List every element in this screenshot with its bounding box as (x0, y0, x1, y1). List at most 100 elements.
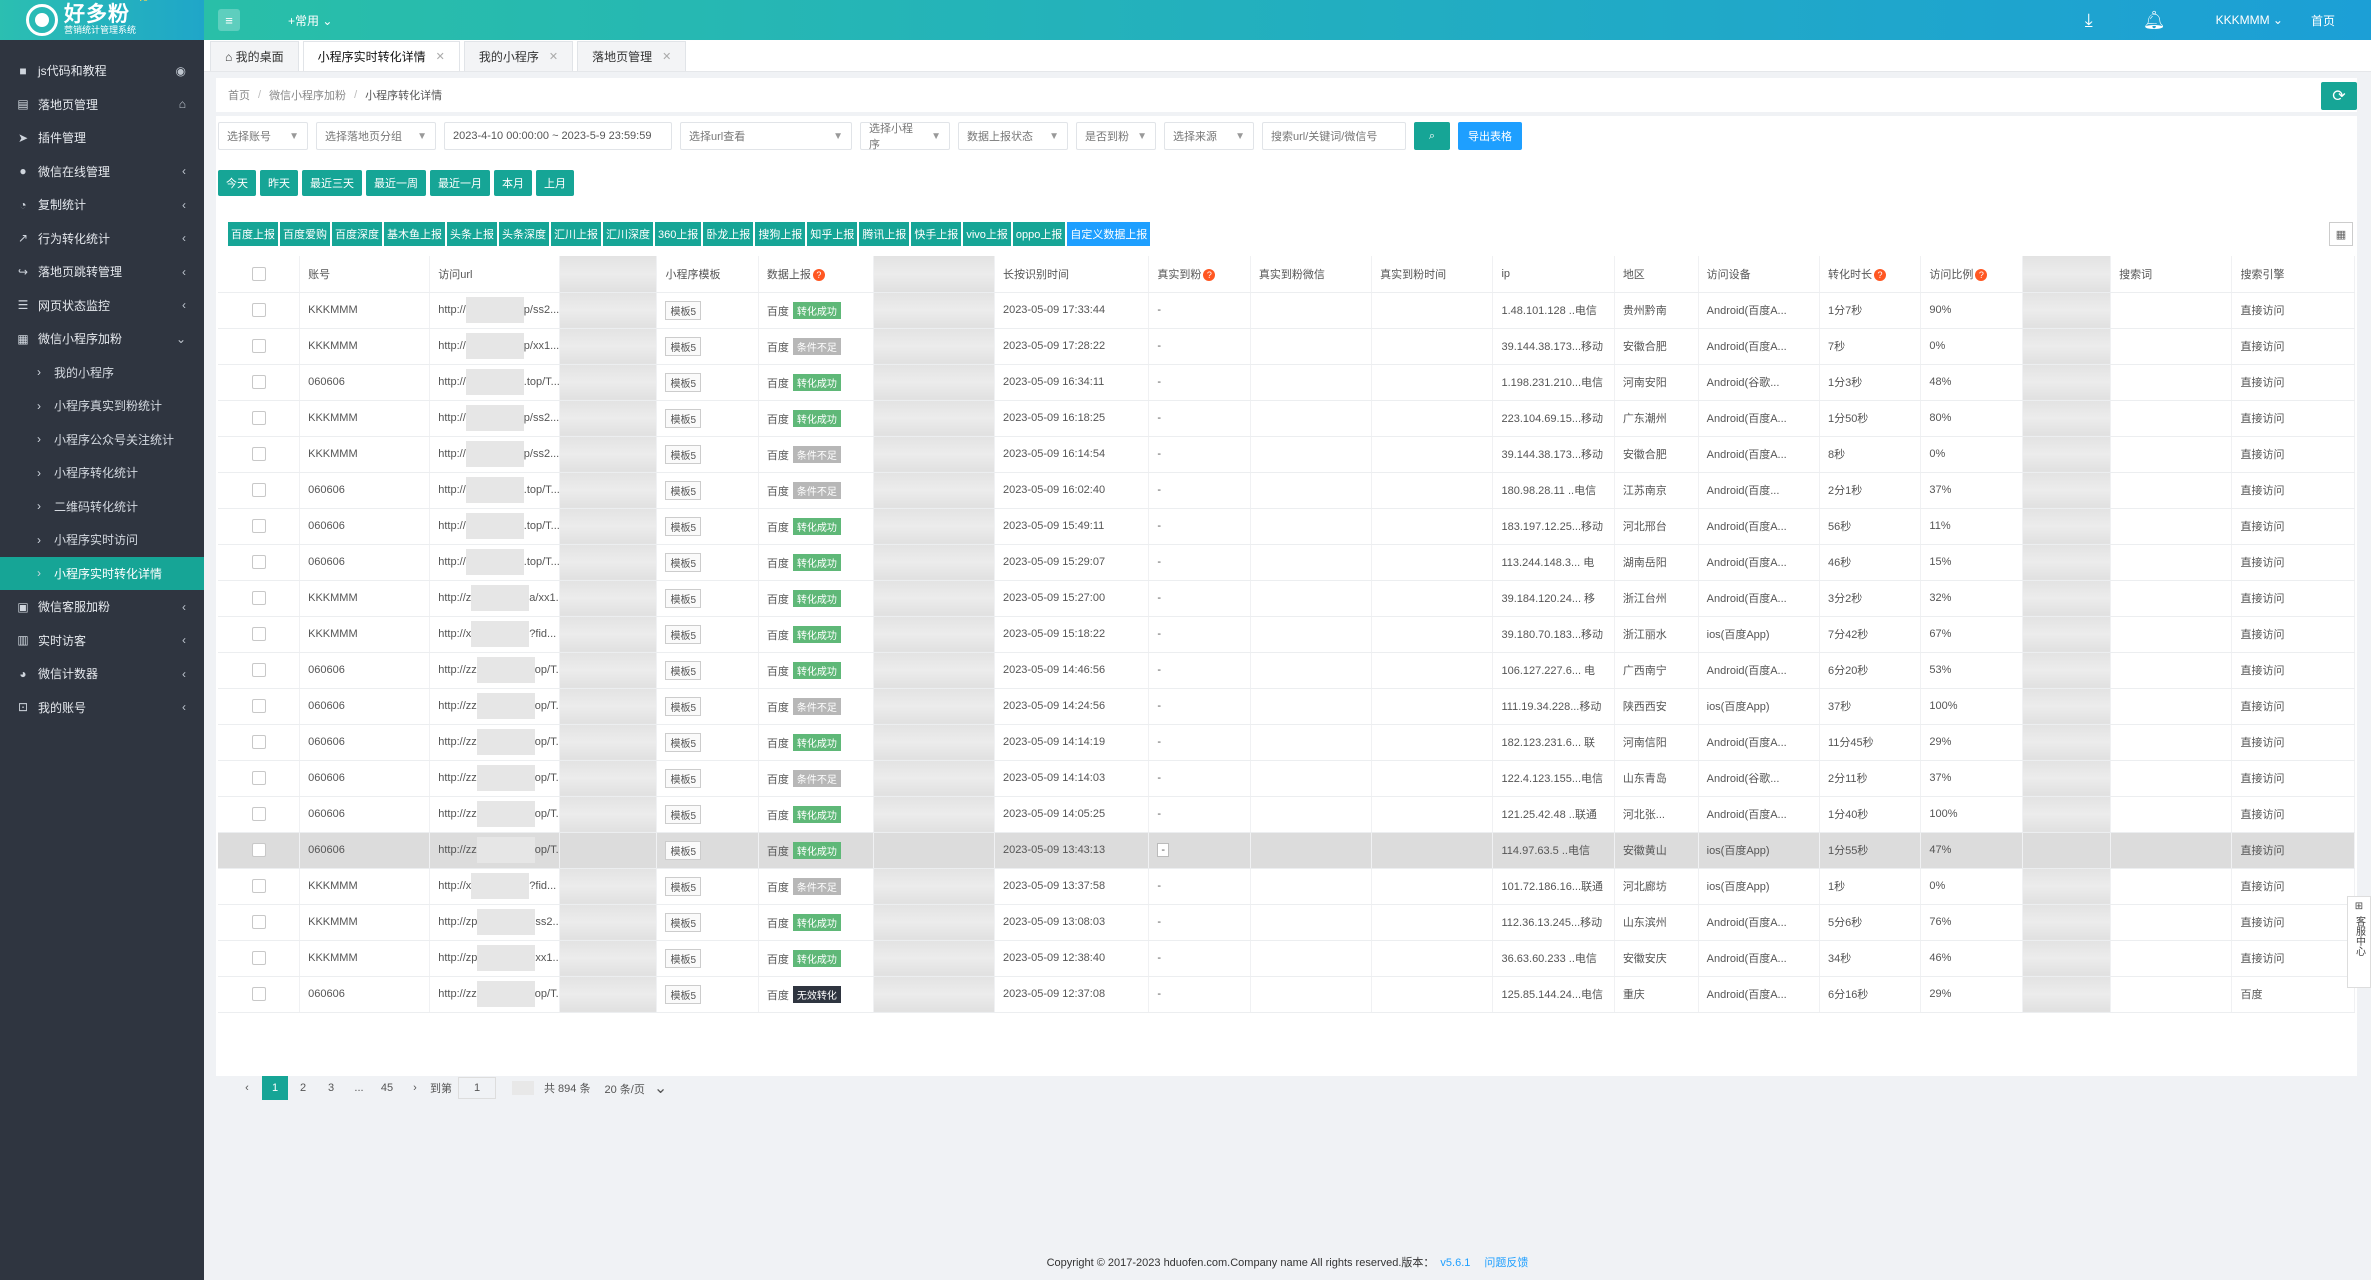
row-checkbox[interactable] (251, 375, 266, 389)
date-this-month-button[interactable]: 本月 (494, 170, 532, 196)
cell-url[interactable]: http://zz op/T... (429, 796, 561, 833)
col-header[interactable]: 长按识别时间 (994, 256, 1150, 293)
cell-url[interactable]: http://zp ss2... (429, 904, 561, 941)
col-header[interactable]: 访问url (429, 256, 561, 293)
cell-url[interactable]: http://zz op/T... (429, 832, 561, 869)
row-checkbox[interactable] (251, 987, 266, 1001)
report-button[interactable]: 头条上报 (447, 222, 497, 246)
report-status-select[interactable]: 数据上报状态 ▼ (958, 122, 1068, 150)
help-icon[interactable]: ? (812, 268, 825, 281)
date-last-month-button[interactable]: 上月 (536, 170, 574, 196)
sidebar-item-kefu[interactable]: ▣ 微信客服加粉 ‹ (17, 599, 186, 615)
cell-url[interactable]: http://zz op/T... (429, 724, 561, 761)
cell-url[interactable]: http://x ?fid... (429, 868, 561, 905)
row-checkbox[interactable] (251, 411, 266, 425)
table-row[interactable]: KKKMMM http:// p/ss2... 模板5 百度 条件不足 2023-05-09… (218, 436, 2355, 473)
is-fan-select[interactable]: 是否到粉 ▼ (1076, 122, 1156, 150)
row-checkbox[interactable] (251, 843, 266, 857)
col-header[interactable]: 数据上报? (758, 256, 874, 293)
close-icon[interactable]: ✕ (662, 51, 672, 63)
cell-url[interactable]: http:// .top/T... (429, 544, 561, 581)
sidebar-item-copy-stats[interactable]: ◔ 复制统计 ‹ (0, 188, 204, 222)
sidebar-item-wechat-online[interactable]: ● 微信在线管理 ‹ (0, 155, 204, 189)
row-checkbox[interactable] (251, 699, 266, 713)
table-row[interactable]: KKKMMM http://zp ss2... 模板5 百度 转化成功 2023-05-09… (218, 904, 2355, 941)
cell-url[interactable]: http://zz op/T... (429, 976, 561, 1013)
row-checkbox[interactable] (251, 663, 266, 677)
row-checkbox[interactable] (251, 303, 266, 317)
custom-report-button[interactable]: 自定义数据上报 (1067, 222, 1151, 246)
row-checkbox[interactable] (251, 447, 266, 461)
date-3days-button[interactable]: 最近三天 (302, 170, 362, 196)
report-button[interactable]: 360上报 (655, 222, 702, 246)
sidebar-item-miniprogram[interactable]: ▦ 微信小程序加粉 ⌄ (17, 331, 186, 347)
user-menu[interactable]: KKKMMM ⌄ (2215, 13, 2283, 27)
refresh-button[interactable]: ⟳ (2321, 82, 2357, 110)
sidebar-item-account[interactable]: ⊡ 我的账号 ‹ (17, 700, 186, 715)
row-checkbox[interactable] (251, 591, 266, 605)
date-today-button[interactable]: 今天 (218, 170, 256, 196)
row-checkbox[interactable] (251, 951, 266, 965)
cell-url[interactable]: http://x ?fid... (429, 616, 561, 653)
date-yesterday-button[interactable]: 昨天 (260, 170, 298, 196)
table-row[interactable]: 060606 http:// .top/T... 模板5 百度 转化成功 2023-05-0… (218, 544, 2355, 581)
date-range-input[interactable]: 2023-4-10 00:00:00 ~ 2023-5-9 23:59:59 (444, 122, 672, 150)
breadcrumb-section[interactable]: 微信小程序加粉 (269, 90, 347, 102)
row-checkbox[interactable] (251, 519, 266, 533)
table-row[interactable]: KKKMMM http://x ?fid... 模板5 百度 条件不足 2023-05-09… (218, 868, 2355, 905)
row-checkbox[interactable] (251, 771, 266, 785)
cell-url[interactable]: http:// p/ss2... (429, 436, 561, 473)
sidebar-item-js-code[interactable]: ■ js代码和教程 ◉ (0, 54, 204, 88)
row-checkbox[interactable] (251, 555, 266, 569)
sidebar-item-monitor[interactable]: ☰ 网页状态监控 ‹ (17, 298, 186, 313)
cell-url[interactable]: http:// p/ss2... (429, 292, 561, 329)
menu-toggle-icon[interactable]: ≡ (218, 9, 240, 31)
group-select[interactable]: 选择落地页分组 ▼ (316, 122, 436, 150)
report-button[interactable]: 头条深度 (499, 222, 549, 246)
sidebar-item-plugins[interactable]: ➤ 插件管理 (17, 130, 87, 146)
close-icon[interactable]: ✕ (548, 51, 559, 63)
cell-url[interactable]: http://zz op/T... (429, 688, 561, 725)
col-header[interactable]: 账号 (299, 256, 431, 293)
report-button[interactable]: 汇川上报 (551, 222, 601, 246)
cell-url[interactable]: http://zz op/T... (429, 760, 561, 797)
sidebar-item-visitors[interactable]: ▥ 实时访客 ‹ (17, 633, 186, 648)
tab-desktop[interactable]: ⌂ 我的桌面 (210, 41, 299, 71)
row-checkbox[interactable] (251, 627, 266, 641)
miniprogram-select[interactable]: 选择小程序 ▼ (860, 122, 950, 151)
url-select[interactable]: 选择url查看 ▼ (680, 122, 852, 150)
col-header[interactable]: 搜索词 (2110, 256, 2233, 293)
version-link[interactable]: v5.6.1 (1440, 1257, 1471, 1269)
report-button[interactable]: 百度上报 (228, 222, 278, 246)
cell-url[interactable]: http:// .top/T... (429, 364, 561, 401)
feedback-link[interactable]: 问题反馈 (1484, 1257, 1529, 1269)
tab-realtime-detail[interactable]: 小程序实时转化详情 ✕ (302, 41, 460, 71)
table-row[interactable]: 060606 http:// .top/T... 模板5 百度 条件不足 2023-05-0… (218, 472, 2355, 509)
common-menu[interactable]: +常用 ⌄ (288, 13, 333, 28)
row-checkbox[interactable] (251, 339, 266, 353)
select-all-checkbox[interactable] (251, 266, 266, 281)
help-icon[interactable]: ? (1873, 268, 1886, 281)
close-icon[interactable]: ✕ (435, 51, 445, 63)
row-checkbox[interactable] (251, 735, 266, 749)
source-select[interactable]: 选择来源 ▼ (1164, 122, 1254, 150)
search-button[interactable]: ⌕ (1414, 122, 1450, 150)
row-checkbox[interactable] (251, 915, 266, 929)
download-icon[interactable]: ⤓ (2084, 9, 2093, 30)
confirm-button[interactable] (512, 1081, 534, 1095)
report-button[interactable]: 知乎上报 (807, 222, 858, 246)
col-header[interactable]: 小程序模板 (656, 256, 759, 293)
tab-landing[interactable]: 落地页管理 ✕ (577, 41, 687, 71)
table-row[interactable]: KKKMMM http://zp xx1... 模板5 百度 转化成功 2023-05-09… (218, 940, 2355, 977)
home-link[interactable]: 首页 (2310, 13, 2335, 28)
breadcrumb-home[interactable]: 首页 (228, 90, 250, 102)
date-week-button[interactable]: 最近一周 (366, 170, 426, 196)
row-checkbox[interactable] (251, 483, 266, 497)
col-header[interactable]: 真实到粉? (1148, 256, 1251, 293)
col-header[interactable]: ip (1492, 256, 1615, 293)
report-button[interactable]: 搜狗上报 (755, 222, 806, 246)
page-2[interactable]: 2 (299, 1082, 307, 1094)
